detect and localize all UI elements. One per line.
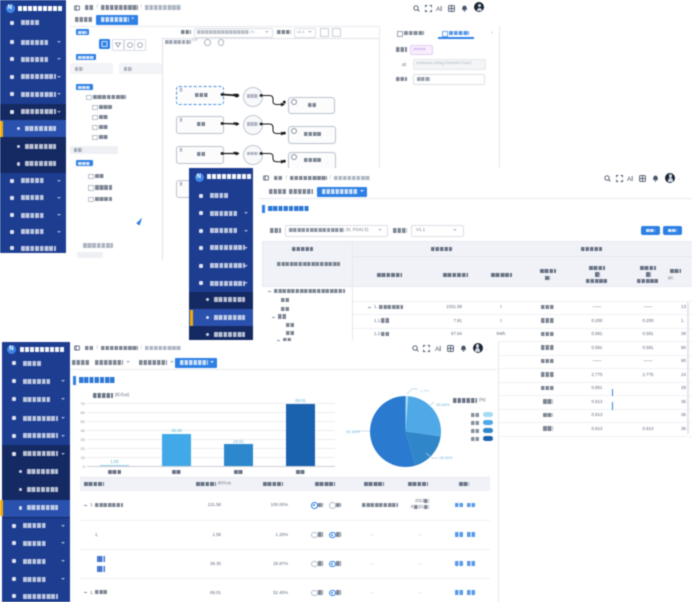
svg-text:A: A: [627, 176, 632, 182]
svg-text:A: A: [436, 6, 441, 12]
svg-text:A: A: [435, 346, 440, 352]
